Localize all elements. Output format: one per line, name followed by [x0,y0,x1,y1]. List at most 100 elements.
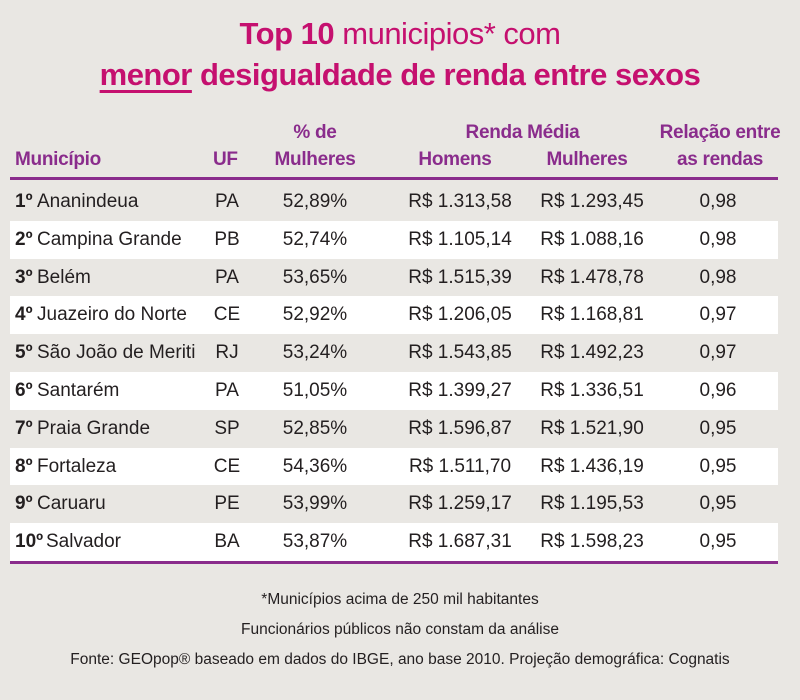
table-row: 2º Campina Grande PB 52,74% R$ 1.105,14 R$ 1.… [10,220,778,259]
rank-label: 9º [15,493,33,515]
relacao-cell: 0,96 [699,379,737,401]
header-homens: Homens [418,149,492,170]
municipio-name: São João de Meriti [37,342,196,364]
renda-mulheres-cell: R$ 1.492,23 [540,342,644,364]
header-municipio: Município [15,149,101,170]
footnote-2: Funcionários públicos não constam da aná… [241,621,559,638]
municipio-name: Juazeiro do Norte [37,304,187,326]
relacao-cell: 0,98 [699,228,737,250]
uf-cell: CE [213,455,241,477]
renda-mulheres-cell: R$ 1.521,90 [540,417,644,439]
header-relacao: Relação entre as rendas [640,119,800,173]
rank-label: 3º [15,266,33,288]
renda-mulheres-cell: R$ 1.436,19 [540,455,644,477]
uf-cell: PE [214,493,240,515]
municipio-name: Fortaleza [37,455,117,477]
rank-label: 10º [15,531,44,553]
municipio-name: Caruaru [37,493,106,515]
pct-mulheres-cell: 54,36% [282,455,348,477]
municipio-name: Belém [37,266,91,288]
table-row: 8º Fortaleza CE 54,36% R$ 1.511,70 R$ 1.436,1… [10,447,778,486]
header-renda-media: Renda Média [465,122,580,143]
rank-label: 2º [15,228,33,250]
title-text: desigualdade de renda entre sexos [191,57,701,92]
rank-label: 8º [15,455,33,477]
table-row: 4º Juazeiro do Norte CE 52,92% R$ 1.206,05 R$… [10,296,778,335]
title-line-1: Top 10 municipios* com [0,15,800,53]
table-row: 9º Caruaru PE 53,99% R$ 1.259,17 R$ 1.195,53 0… [10,485,778,523]
title-underlined-word: menor [99,57,193,92]
table-body: 1º Ananindeua PA 52,89% R$ 1.313,58 R$ 1.293,… [10,183,778,561]
relacao-cell: 0,98 [699,266,737,288]
title-emphasis: Top 10 [239,16,335,51]
renda-homens-cell: R$ 1.596,87 [408,417,512,439]
pct-mulheres-cell: 51,05% [282,379,348,401]
pct-mulheres-cell: 53,99% [282,493,348,515]
uf-cell: SP [214,417,240,439]
relacao-cell: 0,95 [699,455,737,477]
uf-cell: PA [215,191,239,212]
header-pct-mulheres: % de Mulheres [260,119,370,173]
renda-mulheres-cell: R$ 1.478,78 [540,266,644,288]
renda-homens-cell: R$ 1.543,85 [408,342,512,364]
rank-label: 1º [15,191,33,212]
renda-homens-cell: R$ 1.206,05 [408,304,512,326]
renda-homens-cell: R$ 1.259,17 [408,493,512,515]
table-row: 5º São João de Meriti RJ 53,24% R$ 1.543,85 R… [10,334,778,372]
table-bottom-divider [10,561,778,564]
footnote-source: Fonte: GEOpop® baseado em dados do IBGE,… [70,651,730,668]
renda-mulheres-cell: R$ 1.088,16 [540,228,644,250]
table-row: 10º Salvador BA 53,87% R$ 1.687,31 R$ 1.598,2… [10,523,778,561]
relacao-cell: 0,97 [699,342,737,364]
title-text: municipios* com [334,16,561,51]
uf-cell: PA [215,266,239,288]
renda-homens-cell: R$ 1.399,27 [408,379,512,401]
header-line: Relação entre [659,122,781,143]
relacao-cell: 0,97 [699,304,737,326]
renda-mulheres-cell: R$ 1.195,53 [540,493,644,515]
renda-mulheres-cell: R$ 1.336,51 [540,379,644,401]
relacao-cell: 0,95 [699,493,737,515]
table-row: 6º Santarém PA 51,05% R$ 1.399,27 R$ 1.336,51… [10,371,778,410]
renda-mulheres-cell: R$ 1.293,45 [540,191,644,212]
relacao-cell: 0,95 [699,531,737,553]
rank-label: 5º [15,342,33,364]
footnote-1: *Municípios acima de 250 mil habitantes [261,591,539,608]
header-line: Mulheres [274,149,356,170]
pct-mulheres-cell: 53,24% [282,342,348,364]
uf-cell: CE [213,304,241,326]
renda-homens-cell: R$ 1.105,14 [408,228,512,250]
municipio-name: Praia Grande [37,417,151,439]
header-line: as rendas [676,149,764,170]
pct-mulheres-cell: 52,89% [282,191,348,212]
title-line-2: menor desigualdade de renda entre sexos [0,56,800,94]
relacao-cell: 0,98 [699,191,737,212]
uf-cell: PA [215,379,239,401]
relacao-cell: 0,95 [699,417,737,439]
rank-label: 4º [15,304,33,326]
renda-homens-cell: R$ 1.515,39 [408,266,512,288]
uf-cell: BA [214,531,240,553]
uf-cell: RJ [215,342,239,364]
table-row: 3º Belém PA 53,65% R$ 1.515,39 R$ 1.478,78 0,9… [10,259,778,297]
municipio-name: Ananindeua [37,191,139,212]
header-mulheres: Mulheres [546,149,628,170]
table-row: 7º Praia Grande SP 52,85% R$ 1.596,87 R$ 1.52… [10,410,778,448]
renda-homens-cell: R$ 1.511,70 [408,455,512,477]
pct-mulheres-cell: 52,74% [282,228,348,250]
municipio-name: Campina Grande [37,228,182,250]
header-divider [10,177,778,180]
header-line: % de [293,122,337,143]
renda-homens-cell: R$ 1.313,58 [408,191,512,212]
pct-mulheres-cell: 52,92% [282,304,348,326]
pct-mulheres-cell: 53,87% [282,531,348,553]
pct-mulheres-cell: 53,65% [282,266,348,288]
renda-mulheres-cell: R$ 1.598,23 [540,531,644,553]
rank-label: 6º [15,379,33,401]
header-uf: UF [213,149,238,170]
uf-cell: PB [214,228,240,250]
municipio-name: Salvador [46,531,121,553]
municipio-name: Santarém [37,379,120,401]
rank-label: 7º [15,417,33,439]
renda-mulheres-cell: R$ 1.168,81 [540,304,644,326]
